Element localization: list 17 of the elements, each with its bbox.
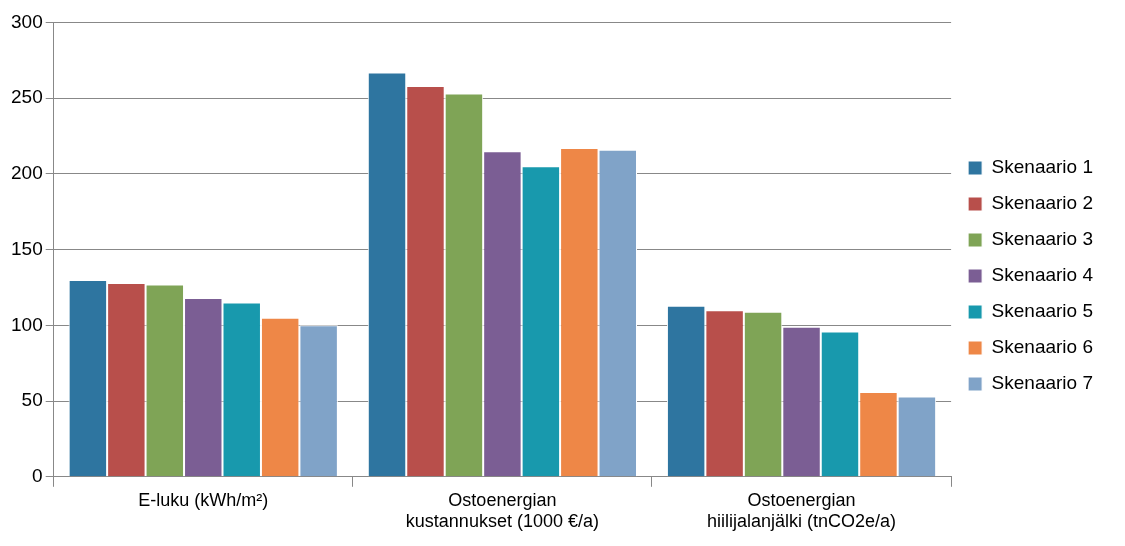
y-tick-label: 50 [21,389,43,411]
y-tick-label: 250 [11,86,43,108]
legend-label: Skenaario 2 [991,192,1093,214]
x-tick-label: E-luku (kWh/m²) [138,489,269,510]
legend-label: Skenaario 1 [991,156,1093,178]
x-tick-label: Ostoenergian kustannukset (1000 €/a) [405,489,599,532]
legend-label: Skenaario 4 [991,264,1094,286]
x-tick-label: Ostoenergian hiilijalanjälki (tnCO2e/a) [706,489,897,532]
y-tick-label: 300 [11,10,43,32]
legend-label: Skenaario 3 [991,228,1093,250]
y-tick-label: 150 [11,237,43,259]
legend-label: Skenaario 7 [991,372,1093,394]
y-tick-label: 200 [11,162,43,184]
legend-label: Skenaario 6 [991,336,1093,358]
legend-label: Skenaario 5 [991,300,1093,322]
y-tick-label: 0 [32,465,43,487]
y-tick-label: 100 [11,313,43,335]
